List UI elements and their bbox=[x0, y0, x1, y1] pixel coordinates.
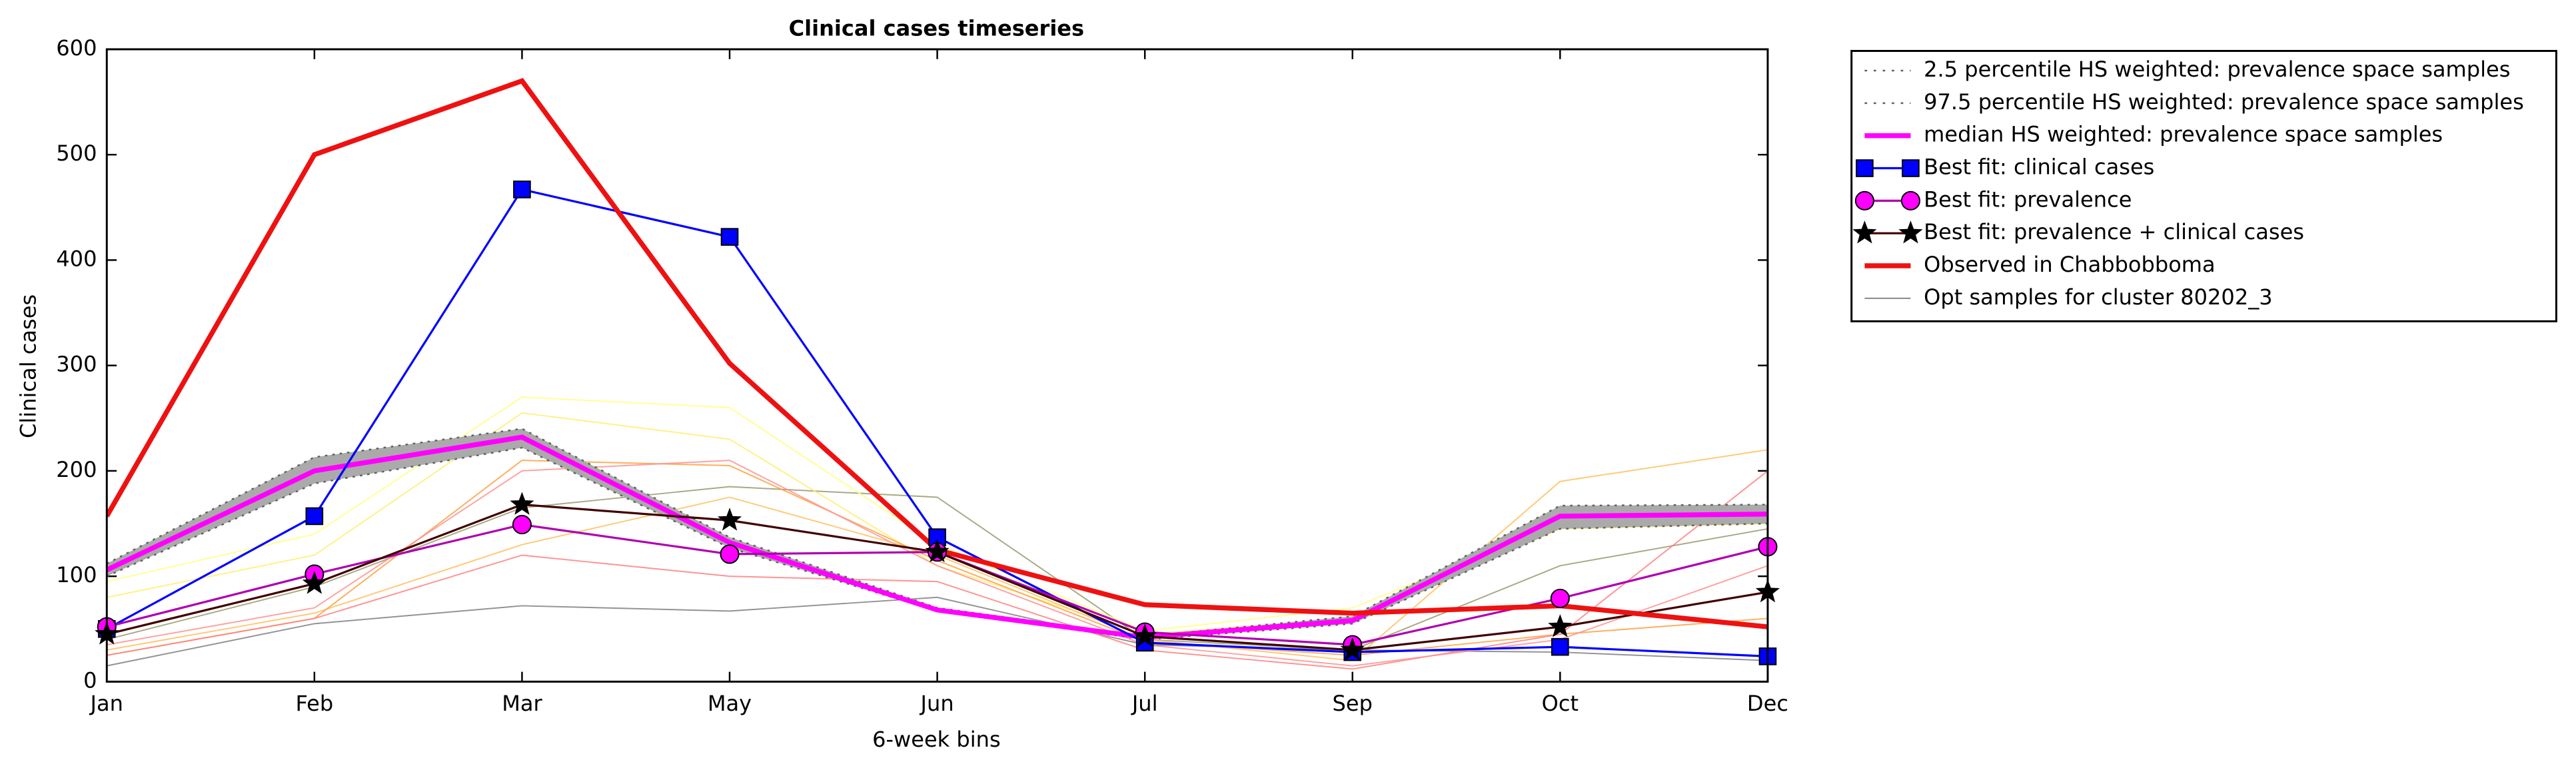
x-tick-label: Dec bbox=[1747, 691, 1788, 716]
marker bbox=[510, 492, 534, 515]
legend-marker bbox=[1852, 220, 1877, 244]
marker bbox=[1551, 637, 1569, 656]
x-tick-label: Sep bbox=[1333, 691, 1373, 716]
marker bbox=[1548, 614, 1573, 637]
marker bbox=[1550, 588, 1570, 608]
plot-frame bbox=[105, 48, 1769, 683]
chart-title: Clinical cases timeseries bbox=[789, 15, 1085, 41]
x-tick-label: Jan bbox=[89, 691, 123, 716]
series-line bbox=[107, 434, 1768, 640]
y-tick-label: 300 bbox=[56, 352, 97, 377]
y-axis-label: Clinical cases bbox=[15, 294, 41, 438]
legend-label: 97.5 percentile HS weighted: prevalence … bbox=[1924, 89, 2524, 115]
legend-label: Observed in Chabbobboma bbox=[1924, 252, 2215, 277]
marker bbox=[513, 181, 531, 198]
legend-label: Best fit: prevalence bbox=[1924, 187, 2132, 212]
legend-label: median HS weighted: prevalence space sam… bbox=[1924, 122, 2443, 147]
marker bbox=[512, 515, 532, 535]
y-tick-label: 200 bbox=[56, 457, 97, 482]
y-tick-label: 600 bbox=[56, 35, 97, 61]
plot-area bbox=[107, 78, 1768, 670]
marker bbox=[1340, 637, 1365, 661]
sample-line bbox=[107, 596, 1768, 667]
legend-marker bbox=[1856, 159, 1874, 177]
y-tick-label: 100 bbox=[56, 562, 97, 587]
x-tick-label: Jun bbox=[920, 691, 954, 716]
y-tick-label: 500 bbox=[56, 141, 97, 166]
x-tick-label: Oct bbox=[1542, 691, 1579, 716]
marker bbox=[1133, 623, 1157, 647]
marker bbox=[925, 539, 950, 563]
legend-marker bbox=[1900, 191, 1920, 210]
marker bbox=[717, 508, 742, 531]
sample-line bbox=[107, 486, 1768, 651]
marker bbox=[305, 507, 324, 526]
legend-label: 2.5 percentile HS weighted: prevalence s… bbox=[1924, 57, 2510, 82]
sample-line bbox=[107, 412, 1768, 635]
sample-line bbox=[107, 470, 1768, 670]
legend-label: Best fit: clinical cases bbox=[1924, 155, 2154, 180]
marker bbox=[720, 544, 740, 564]
y-tick-label: 400 bbox=[56, 246, 97, 271]
x-axis-label: 6-week bins bbox=[872, 727, 1001, 752]
legend-marker bbox=[1854, 191, 1874, 210]
x-tick-label: May bbox=[708, 691, 752, 716]
legend-label: Opt samples for cluster 80202_3 bbox=[1924, 284, 2272, 310]
x-tick-label: Mar bbox=[502, 691, 542, 716]
x-tick-label: Jul bbox=[1131, 691, 1158, 716]
marker bbox=[302, 571, 326, 594]
x-tick-label: Feb bbox=[295, 691, 333, 716]
legend-marker bbox=[1902, 159, 1920, 177]
legend-label: Best fit: prevalence + clinical cases bbox=[1924, 219, 2304, 244]
legend-marker bbox=[1898, 220, 1923, 244]
series-line bbox=[107, 446, 1768, 641]
marker bbox=[720, 228, 739, 246]
legend-box bbox=[1850, 49, 2557, 322]
sample-line bbox=[107, 460, 1768, 667]
y-tick-label: 0 bbox=[83, 667, 97, 693]
sample-line bbox=[107, 396, 1768, 632]
